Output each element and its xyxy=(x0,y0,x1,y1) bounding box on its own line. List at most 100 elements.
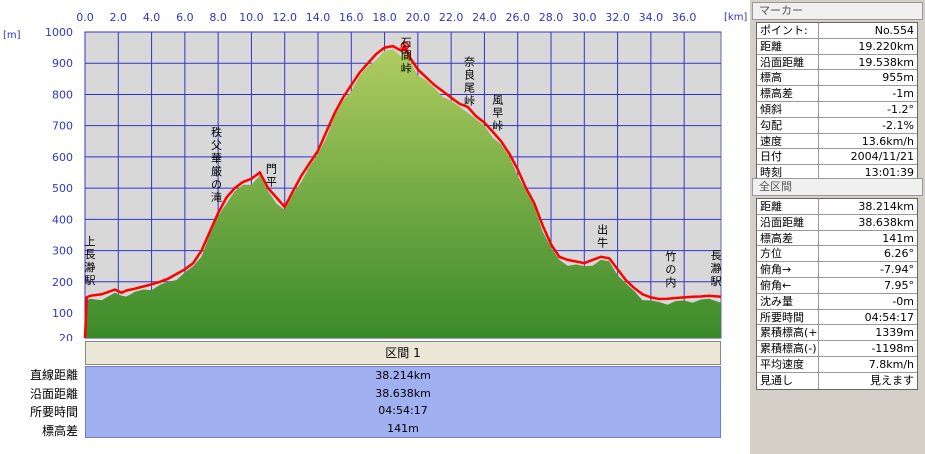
place-label: 石間峠 xyxy=(401,36,412,75)
info-panel: マーカー ポイント: No.554 距離 19.220km 沿面距離 19.538km… xyxy=(750,0,925,454)
y-tick-label: 800 xyxy=(52,88,73,101)
x-axis-ticks: 0.0 2.0 4.0 6.0 8.0 10.0 12.0 14.0 16.0 18.0 20.0 2… xyxy=(76,11,696,24)
all-row: 方位 6.26° xyxy=(757,246,917,263)
marker-row: 速度 13.6km/h xyxy=(757,133,917,150)
x-tick-label: 0.0 xyxy=(76,11,94,24)
all-value: 7.95° xyxy=(884,278,914,292)
all-value: 38.638km xyxy=(858,215,914,229)
x-tick-label: 10.0 xyxy=(239,11,264,24)
marker-key: 距離 xyxy=(757,38,819,54)
marker-value: 955m xyxy=(882,71,914,85)
x-tick-label: 36.0 xyxy=(672,11,697,24)
x-tick-label: 22.0 xyxy=(439,11,464,24)
all-key: 累積標高(-) xyxy=(757,341,819,356)
place-label: 奈良尾峠 xyxy=(464,54,475,107)
summary-value: 141m xyxy=(387,421,419,435)
marker-value: 19.538km xyxy=(858,55,914,69)
marker-row: 傾斜 -1.2° xyxy=(757,101,917,118)
all-row: 俯角→ -7.94° xyxy=(757,262,917,278)
all-key: 所要時間 xyxy=(757,309,819,325)
x-tick-label: 12.0 xyxy=(272,11,297,24)
all-key: 累積標高(+) xyxy=(757,325,819,341)
x-tick-label: 18.0 xyxy=(372,11,397,24)
all-section-info-table: 距離 38.214km 沿面距離 38.638km 標高差 141m 方位 6.26° … xyxy=(756,198,918,390)
all-key: 沈み量 xyxy=(757,293,819,309)
section-summary-values[interactable]: 38.214km 38.638km 04:54:17 141m xyxy=(85,366,721,438)
all-value: -1198m xyxy=(871,342,914,356)
x-tick-label: 14.0 xyxy=(306,11,331,24)
x-tick-label: 30.0 xyxy=(572,11,597,24)
summary-label: 標高差 xyxy=(41,423,78,438)
summary-value: 38.214km xyxy=(375,369,431,382)
marker-row: ポイント: No.554 xyxy=(757,23,917,39)
all-key: 方位 xyxy=(757,246,819,262)
marker-info-table: ポイント: No.554 距離 19.220km 沿面距離 19.538km 標高 95… xyxy=(756,22,918,182)
all-section-panel-title[interactable]: 全区間 xyxy=(752,178,923,196)
x-tick-label: 32.0 xyxy=(605,11,630,24)
marker-row: 勾配 -2.1% xyxy=(757,117,917,134)
place-label: 秩父華厳の滝 xyxy=(211,126,222,204)
y-tick-label: 1000 xyxy=(45,26,73,39)
all-key: 標高差 xyxy=(757,230,819,246)
place-label: 風早峠 xyxy=(492,93,503,132)
marker-row: 標高差 -1m xyxy=(757,86,917,102)
marker-key: ポイント: xyxy=(757,23,819,38)
x-tick-label: 34.0 xyxy=(639,11,664,24)
all-key: 沿面距離 xyxy=(757,214,819,230)
y-tick-label: 600 xyxy=(52,151,73,164)
all-row: 標高差 141m xyxy=(757,230,917,247)
all-value: 7.8km/h xyxy=(868,357,914,371)
x-axis-unit: [km] xyxy=(724,12,747,23)
x-tick-label: 8.0 xyxy=(209,11,227,24)
marker-key: 速度 xyxy=(757,133,819,149)
all-row: 俯角← 7.95° xyxy=(757,277,917,294)
place-label: 長瀞駅 xyxy=(711,249,722,288)
marker-key: 沿面距離 xyxy=(757,54,819,70)
track-line xyxy=(83,43,722,339)
y-tick-label: 200 xyxy=(52,276,73,289)
marker-key: 時刻 xyxy=(757,165,819,181)
section-header[interactable]: 区間 1 xyxy=(85,341,721,365)
marker-value: No.554 xyxy=(874,24,914,37)
x-tick-label: 26.0 xyxy=(505,11,530,24)
summary-value: 04:54:17 xyxy=(378,404,428,417)
all-row: 沈み量 -0m xyxy=(757,293,917,310)
all-row: 沿面距離 38.638km xyxy=(757,214,917,231)
marker-row: 標高 955m xyxy=(757,70,917,87)
marker-panel-title[interactable]: マーカー xyxy=(752,2,923,20)
all-value: -7.94° xyxy=(880,263,914,277)
all-row: 累積標高(-) -1198m xyxy=(757,341,917,357)
marker-row: 時刻 13:01:39 xyxy=(757,165,917,181)
place-label: 上長瀞駅 xyxy=(85,235,96,287)
marker-value: -1m xyxy=(892,87,914,101)
all-row: 距離 38.214km xyxy=(757,199,917,215)
all-row: 平均速度 7.8km/h xyxy=(757,356,917,373)
y-axis-ticks: 20 100 200 300 400 500 600 700 800 900 1000 xyxy=(45,26,73,341)
elevation-profile-chart[interactable]: 0.0 2.0 4.0 6.0 8.0 10.0 12.0 14.0 16.0 18.0 20.0 2… xyxy=(0,0,750,341)
y-axis-unit: [m] xyxy=(3,30,21,41)
place-label: 門平 xyxy=(266,162,277,188)
marker-point[interactable] xyxy=(400,41,410,51)
terrain-area xyxy=(85,49,721,338)
marker-key: 日付 xyxy=(757,149,819,165)
marker-value: -1.2° xyxy=(887,102,914,116)
marker-value: 13.6km/h xyxy=(861,134,914,148)
all-value: -0m xyxy=(892,294,914,308)
all-key: 俯角← xyxy=(757,277,819,293)
all-key: 平均速度 xyxy=(757,356,819,372)
y-tick-label: 100 xyxy=(52,307,73,320)
marker-row: 距離 19.220km xyxy=(757,38,917,55)
marker-key: 標高差 xyxy=(757,86,819,101)
marker-value: 19.220km xyxy=(858,39,914,53)
summary-value: 38.638km xyxy=(375,386,431,400)
y-tick-label: 20 xyxy=(59,332,73,341)
x-tick-label: 4.0 xyxy=(143,11,161,24)
all-value: 38.214km xyxy=(858,200,914,213)
all-row: 累積標高(+) 1339m xyxy=(757,325,917,342)
marker-value: -2.1% xyxy=(882,118,914,132)
summary-label: 沿面距離 xyxy=(29,386,78,401)
marker-row: 沿面距離 19.538km xyxy=(757,54,917,71)
x-tick-label: 16.0 xyxy=(339,11,364,24)
x-tick-label: 6.0 xyxy=(176,11,194,24)
section-summary-labels: 直線距離 沿面距離 所要時間 標高差 xyxy=(0,366,84,440)
